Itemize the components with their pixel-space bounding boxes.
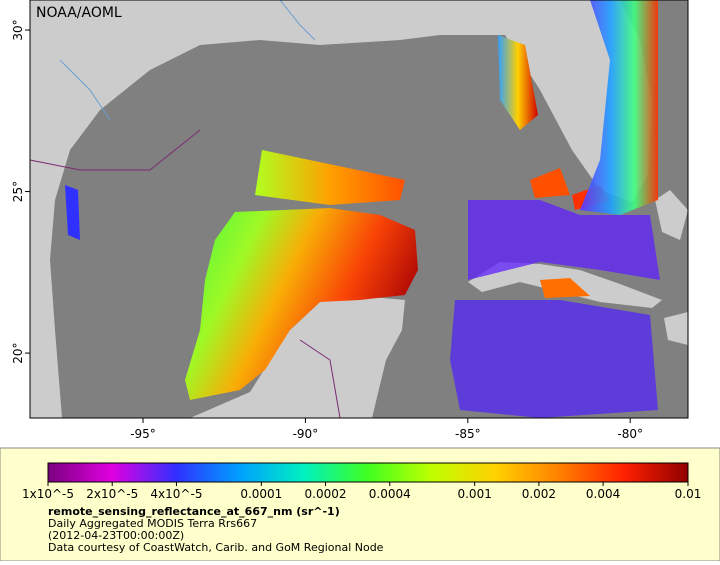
colorbar-tick-label: 0.0002	[305, 487, 347, 501]
data-patch	[255, 150, 405, 205]
colorbar-tick-label: 2x10^-5	[86, 487, 138, 501]
colorbar-tick-label: 0.004	[586, 487, 620, 501]
legend-title: remote_sensing_reflectance_at_667_nm (sr…	[48, 505, 340, 518]
colorbar-tick-label: 0.002	[522, 487, 556, 501]
data-patch	[65, 185, 80, 240]
map-area	[29, 0, 688, 419]
colorbar-tick-label: 4x10^-5	[150, 487, 202, 501]
x-tick-label: -95°	[130, 427, 156, 441]
border	[299, 339, 341, 419]
border	[29, 129, 201, 171]
data-patch	[450, 300, 658, 418]
data-patch	[530, 168, 570, 198]
colorbar: 1x10^-5 2x10^-5 4x10^-5 0.0001 0.0002 0.0004 0…	[22, 462, 702, 501]
axes: -95° -90° -85° -80° 20° 25° 30°	[11, 19, 643, 441]
land-bahamas	[655, 190, 688, 240]
colorbar-tick-label: 0.001	[457, 487, 491, 501]
data-patch	[540, 278, 590, 298]
data-patch	[185, 208, 418, 400]
data-patch	[468, 200, 660, 280]
y-tick-label: 20°	[11, 342, 25, 363]
y-tick-label: 30°	[11, 19, 25, 40]
land-hispaniola	[664, 312, 688, 345]
colorbar-tick-label: 0.0001	[240, 487, 282, 501]
land-yucatan	[190, 296, 405, 418]
source-label: NOAA/AOML	[36, 5, 122, 21]
river	[279, 0, 316, 41]
y-tick-label: 25°	[11, 181, 25, 202]
x-tick-label: -85°	[455, 427, 481, 441]
colorbar-tick-label: 1x10^-5	[22, 487, 74, 501]
land-north	[30, 0, 652, 418]
map-frame	[29, 0, 689, 419]
data-patch	[580, 0, 658, 215]
x-tick-label: -80°	[617, 427, 643, 441]
legend-line: Data courtesy of CoastWatch, Carib. and …	[48, 541, 384, 554]
colorbar-tick-label: 0.0004	[369, 487, 411, 501]
colorbar-fill	[47, 462, 689, 483]
legend-line: Daily Aggregated MODIS Terra Rrs667	[48, 517, 257, 530]
legend-line: (2012-04-23T00:00:00Z)	[48, 529, 184, 542]
data-patch	[498, 35, 538, 130]
colorbar-tick-label: 0.01	[675, 487, 702, 501]
x-tick-label: -90°	[293, 427, 319, 441]
river	[59, 59, 111, 121]
